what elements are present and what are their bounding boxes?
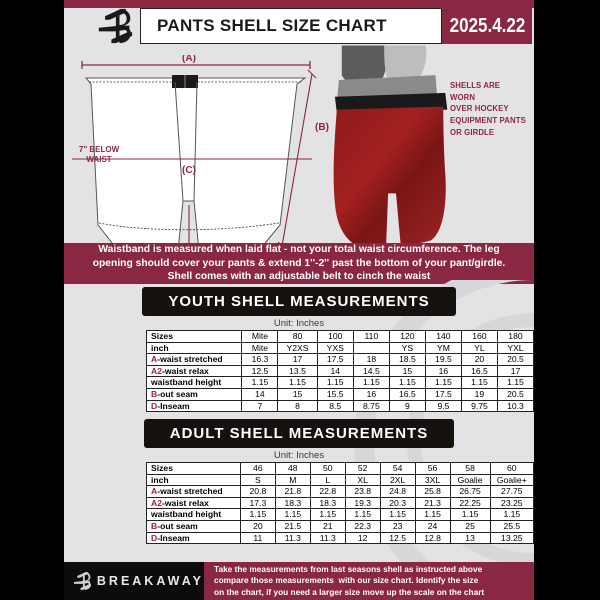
svg-text:(C): (C)	[182, 165, 196, 176]
svg-text:7" BELOW: 7" BELOW	[79, 145, 120, 154]
svg-text:(A): (A)	[182, 55, 196, 64]
svg-text:WAIST: WAIST	[86, 155, 111, 164]
